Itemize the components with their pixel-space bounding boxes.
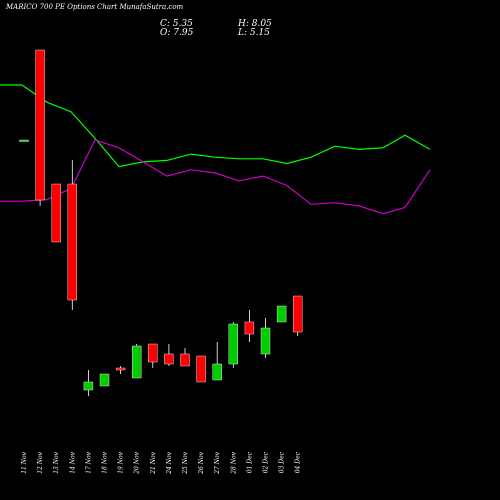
- candle: [228, 322, 239, 368]
- x-tick-label: 03 Dec: [279, 451, 286, 473]
- x-tick-label: 21 Nov: [150, 451, 157, 474]
- candle: [148, 343, 158, 368]
- candle-body: [99, 373, 110, 387]
- x-tick-label: 14 Nov: [69, 451, 76, 473]
- x-tick-label: 12 Nov: [37, 451, 44, 473]
- indicator-line-2: [0, 139, 431, 215]
- x-tick-label: 28 Nov: [230, 451, 237, 474]
- candle: [115, 366, 126, 374]
- candle: [180, 348, 190, 367]
- candle-body: [212, 363, 222, 381]
- x-axis-labels: 11 Nov 12 Nov 13 Nov 14 Nov 17 Nov 18 Nov 19 N…: [21, 451, 302, 474]
- candle-body: [164, 353, 174, 365]
- x-tick-label: 13 Nov: [53, 451, 60, 473]
- x-tick-label: 25 Nov: [182, 451, 189, 474]
- candle: [196, 355, 206, 383]
- candle-body: [276, 305, 287, 323]
- indicator-line-1: [0, 84, 431, 168]
- candle-body: [148, 343, 158, 363]
- candle: [131, 344, 142, 379]
- x-tick-label: 02 Dec: [263, 451, 270, 473]
- x-tick-label: 27 Nov: [214, 451, 221, 474]
- x-tick-label: 18 Nov: [102, 451, 109, 473]
- x-tick-label: 01 Dec: [246, 451, 253, 473]
- candle-body: [244, 321, 255, 335]
- indicator-lines: [0, 84, 431, 215]
- candle-body: [19, 139, 29, 142]
- x-tick-label: 20 Nov: [134, 451, 141, 474]
- high-value: H: 8.05: [238, 19, 272, 29]
- candle-body: [293, 295, 303, 333]
- candle: [83, 370, 94, 396]
- close-value: C: 5.35: [160, 19, 193, 29]
- x-tick-label: 04 Dec: [295, 451, 302, 473]
- candle: [260, 318, 271, 358]
- candle: [51, 183, 61, 243]
- candle: [276, 305, 287, 323]
- candle: [164, 344, 174, 366]
- candle-body: [115, 367, 126, 371]
- candles: [19, 49, 303, 396]
- candle: [99, 373, 110, 387]
- x-tick-label: 19 Nov: [118, 451, 125, 473]
- chart-title: MARICO 700 PE Options Chart MunafaSutra.…: [6, 3, 184, 11]
- candle: [67, 160, 78, 310]
- candle-body: [260, 327, 271, 355]
- candle: [19, 139, 29, 142]
- candle: [35, 49, 45, 206]
- candle-body: [35, 49, 45, 201]
- x-tick-label: 11 Nov: [21, 451, 28, 473]
- candle-body: [51, 183, 61, 243]
- candle-body: [83, 381, 94, 391]
- low-value: L: 5.15: [238, 28, 270, 38]
- candle-body: [196, 355, 206, 383]
- candle-body: [131, 345, 142, 379]
- x-tick-label: 17 Nov: [85, 451, 92, 473]
- candle-body: [180, 353, 190, 367]
- candle-body: [67, 183, 78, 301]
- candle: [212, 342, 222, 381]
- candle: [293, 295, 303, 336]
- open-value: O: 7.95: [160, 28, 194, 38]
- candle: [244, 310, 255, 342]
- x-tick-label: 26 Nov: [198, 451, 205, 474]
- candle-body: [228, 323, 239, 365]
- x-tick-label: 24 Nov: [166, 451, 173, 474]
